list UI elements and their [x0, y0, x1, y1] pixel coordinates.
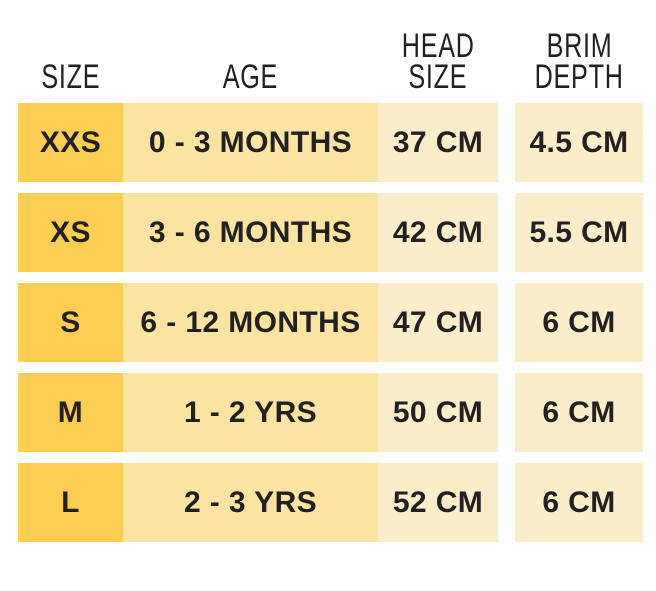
cell-head-size-s: 47 CM — [378, 283, 498, 362]
column-header-head-size-line2: SIZE — [408, 58, 468, 96]
cell-size-xxs: XXS — [18, 103, 123, 182]
cell-head-size-m: 50 CM — [378, 373, 498, 452]
column-header-age-label: AGE — [222, 58, 279, 96]
cell-age-xs: 3 - 6 MONTHS — [123, 193, 378, 272]
column-header-brim-depth: BRIM DEPTH — [509, 27, 649, 96]
cell-age-l: 2 - 3 YRS — [123, 463, 378, 542]
size-chart-header: SIZE AGE HEAD SIZE BRIM DEPTH — [0, 0, 656, 96]
cell-head-size-xxs: 37 CM — [378, 103, 498, 182]
cell-brim-depth-s: 6 CM — [515, 283, 643, 362]
cell-size-xs: XS — [18, 193, 123, 272]
cell-brim-depth-xs: 5.5 CM — [515, 193, 643, 272]
cell-brim-depth-xxs: 4.5 CM — [515, 103, 643, 182]
cell-age-xxs: 0 - 3 MONTHS — [123, 103, 378, 182]
column-header-age: AGE — [123, 58, 378, 96]
cell-size-m: M — [18, 373, 123, 452]
column-header-head-size-line1: HEAD — [401, 27, 475, 65]
cell-head-size-xs: 42 CM — [378, 193, 498, 272]
cell-brim-depth-m: 6 CM — [515, 373, 643, 452]
cell-age-m: 1 - 2 YRS — [123, 373, 378, 452]
column-header-brim-depth-line1: BRIM — [546, 27, 612, 65]
column-header-size-label: SIZE — [41, 58, 100, 96]
column-header-head-size: HEAD SIZE — [368, 27, 508, 96]
cell-head-size-l: 52 CM — [378, 463, 498, 542]
cell-brim-depth-l: 6 CM — [515, 463, 643, 542]
column-header-size: SIZE — [18, 58, 123, 96]
cell-size-s: S — [18, 283, 123, 362]
column-header-brim-depth-line2: DEPTH — [534, 58, 624, 96]
cell-size-l: L — [18, 463, 123, 542]
cell-age-s: 6 - 12 MONTHS — [123, 283, 378, 362]
